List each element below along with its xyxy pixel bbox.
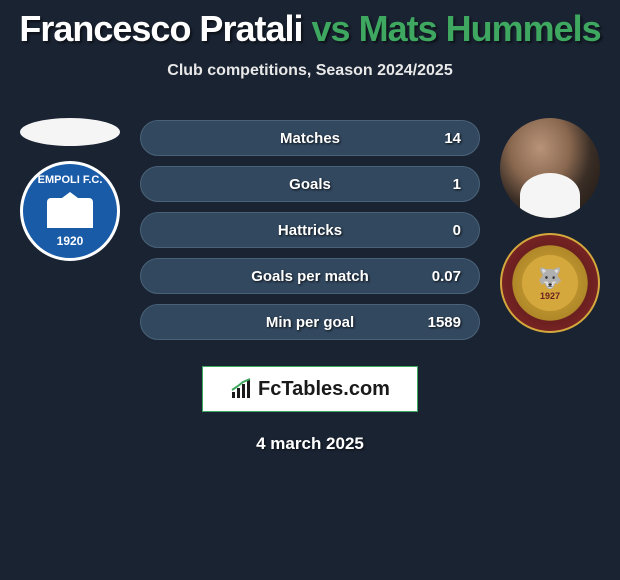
stat-row-min-per-goal: Min per goal 1589 [140, 304, 480, 340]
stat-label: Min per goal [266, 314, 354, 331]
club-building-icon [47, 198, 93, 228]
club-name-text: EMPOLI F.C. [38, 174, 103, 186]
subtitle: Club competitions, Season 2024/2025 [0, 62, 620, 80]
stat-value-right: 1589 [428, 314, 461, 331]
player2-avatar [500, 118, 600, 218]
comparison-title: Francesco Pratali vs Mats Hummels [0, 0, 620, 50]
roma-year: 1927 [540, 291, 560, 301]
stat-row-hattricks: Hattricks 0 [140, 212, 480, 248]
player2-name: Mats Hummels [359, 8, 601, 49]
stat-value-right: 0 [453, 222, 461, 239]
stat-value-right: 14 [444, 130, 461, 147]
player1-name: Francesco Pratali [19, 8, 302, 49]
left-column: EMPOLI F.C. 1920 [10, 118, 130, 261]
stat-row-goals-per-match: Goals per match 0.07 [140, 258, 480, 294]
content-area: EMPOLI F.C. 1920 🐺 1927 Matches 14 Goals… [0, 118, 620, 358]
stat-label: Goals per match [251, 268, 369, 285]
player1-club-badge: EMPOLI F.C. 1920 [20, 161, 120, 261]
right-column: 🐺 1927 [490, 118, 610, 333]
stat-label: Matches [280, 130, 340, 147]
date-label: 4 march 2025 [0, 434, 620, 454]
player2-club-badge: 🐺 1927 [500, 233, 600, 333]
roma-inner-icon: 🐺 1927 [522, 255, 578, 311]
chart-icon [230, 378, 254, 400]
brand-text: FcTables.com [258, 378, 390, 401]
player1-avatar [20, 118, 120, 146]
stat-row-matches: Matches 14 [140, 120, 480, 156]
stat-row-goals: Goals 1 [140, 166, 480, 202]
stat-label: Hattricks [278, 222, 342, 239]
stat-value-right: 1 [453, 176, 461, 193]
vs-label: vs [312, 8, 350, 49]
stat-value-right: 0.07 [432, 268, 461, 285]
brand-box: FcTables.com [202, 366, 418, 412]
stat-label: Goals [289, 176, 331, 193]
wolf-icon: 🐺 [538, 266, 563, 291]
club-year-text: 1920 [57, 234, 84, 248]
stats-container: Matches 14 Goals 1 Hattricks 0 Goals per… [140, 120, 480, 350]
